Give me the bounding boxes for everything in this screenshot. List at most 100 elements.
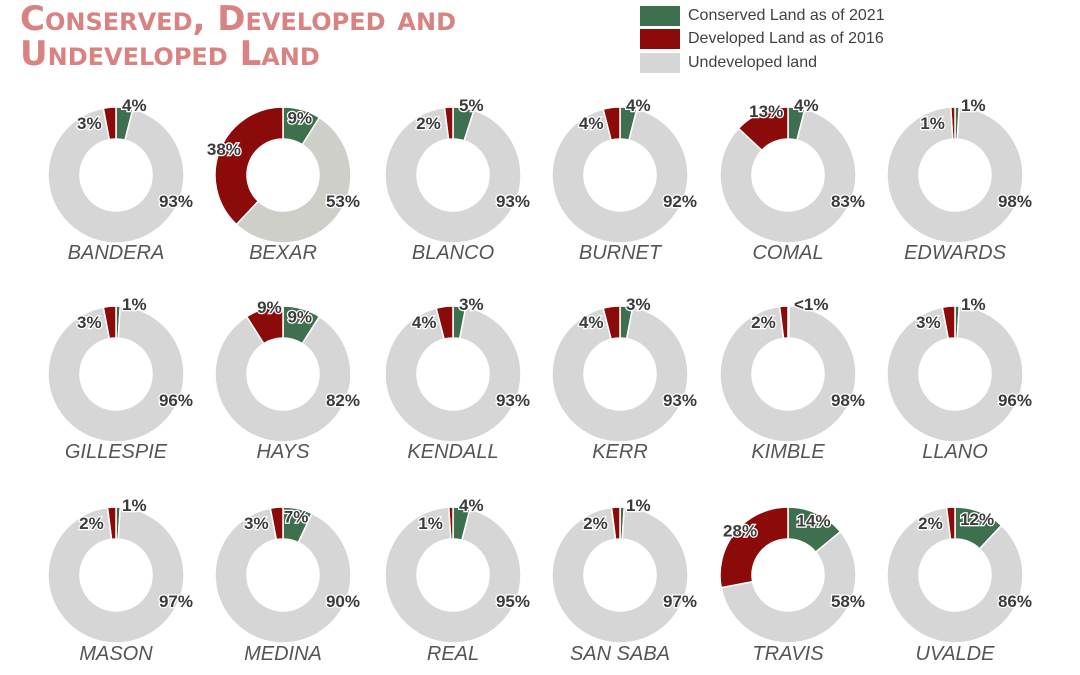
slice-real-undeveloped (384, 506, 522, 644)
data-label-san-saba-developed: 2% (583, 514, 608, 533)
data-label-burnet-undeveloped: 92% (663, 192, 697, 211)
legend-swatch-conserved (640, 5, 680, 26)
data-label-medina-conserved: 7% (284, 507, 309, 526)
data-label-edwards-conserved: 1% (961, 96, 986, 115)
data-label-kimble-undeveloped: 98% (831, 391, 865, 410)
county-label-comal: COMAL (752, 242, 823, 264)
title-line-2: Undeveloped Land (20, 34, 320, 74)
data-label-real-conserved: 4% (459, 496, 484, 515)
data-label-kendall-undeveloped: 93% (496, 391, 530, 410)
data-label-edwards-undeveloped: 98% (998, 192, 1032, 211)
legend-item-undeveloped: Undeveloped land (640, 51, 885, 75)
legend-item-conserved: Conserved Land as of 2021 (640, 4, 885, 28)
data-label-medina-undeveloped: 90% (326, 592, 360, 611)
county-label-blanco: BLANCO (412, 242, 494, 264)
data-label-kendall-conserved: 3% (459, 295, 484, 314)
slice-kendall-developed (435, 305, 454, 341)
data-label-travis-conserved: 14% (797, 512, 831, 531)
county-label-kimble: KIMBLE (751, 441, 825, 463)
data-label-edwards-developed: 1% (920, 114, 945, 133)
data-label-bandera-undeveloped: 93% (159, 192, 193, 211)
slice-hays-undeveloped (214, 315, 352, 443)
county-label-bandera: BANDERA (68, 242, 165, 264)
data-label-mason-developed: 2% (79, 514, 104, 533)
slice-travis-undeveloped (720, 530, 857, 644)
legend: Conserved Land as of 2021 Developed Land… (640, 4, 885, 75)
county-label-hays: HAYS (257, 441, 311, 463)
slice-burnet-developed (602, 106, 621, 142)
data-label-medina-developed: 3% (244, 514, 269, 533)
slice-gillespie-undeveloped (47, 305, 185, 443)
slice-kerr-developed (602, 305, 621, 341)
county-label-real: REAL (427, 643, 479, 665)
data-label-llano-conserved: 1% (961, 295, 986, 314)
slice-comal-undeveloped (719, 108, 857, 244)
county-label-kerr: KERR (592, 441, 648, 463)
county-label-burnet: BURNET (579, 242, 663, 264)
data-label-kendall-developed: 4% (412, 313, 437, 332)
data-label-san-saba-undeveloped: 97% (663, 592, 697, 611)
data-label-uvalde-undeveloped: 86% (998, 592, 1032, 611)
county-label-travis: TRAVIS (752, 643, 824, 665)
data-label-bexar-conserved: 9% (287, 108, 312, 127)
data-label-comal-developed: 13% (749, 102, 783, 121)
slice-san-saba-undeveloped (551, 506, 689, 644)
legend-label-developed: Developed Land as of 2016 (688, 30, 884, 48)
data-label-uvalde-conserved: 12% (960, 510, 994, 529)
slice-bexar-developed (214, 106, 284, 226)
legend-label-conserved: Conserved Land as of 2021 (688, 6, 885, 24)
data-label-uvalde-developed: 2% (918, 514, 943, 533)
data-label-bandera-developed: 3% (77, 114, 102, 133)
page-title: Conserved, Developed and Undeveloped Lan… (20, 2, 456, 72)
legend-swatch-developed (640, 29, 680, 50)
data-label-kerr-undeveloped: 93% (663, 391, 697, 410)
data-label-travis-undeveloped: 58% (831, 592, 865, 611)
slice-hays-developed (245, 305, 284, 345)
county-label-uvalde: UVALDE (916, 643, 996, 665)
slice-llano-undeveloped (886, 305, 1024, 443)
county-label-llano: LLANO (922, 441, 988, 463)
data-label-travis-developed: 28% (723, 521, 757, 540)
county-label-gillespie: GILLESPIE (65, 441, 168, 463)
county-label-mason: MASON (79, 643, 153, 665)
data-label-blanco-conserved: 5% (459, 96, 484, 115)
data-label-kimble-developed: 2% (751, 313, 776, 332)
data-label-kerr-developed: 4% (579, 313, 604, 332)
data-label-mason-conserved: 1% (122, 496, 147, 515)
data-label-llano-developed: 3% (916, 313, 941, 332)
data-label-llano-undeveloped: 96% (998, 391, 1032, 410)
legend-label-undeveloped: Undeveloped land (688, 53, 817, 71)
data-label-gillespie-developed: 3% (77, 313, 102, 332)
data-label-hays-conserved: 9% (287, 307, 312, 326)
data-label-blanco-undeveloped: 93% (496, 192, 530, 211)
data-label-mason-undeveloped: 97% (159, 592, 193, 611)
slice-kendall-undeveloped (384, 306, 522, 443)
slice-uvalde-undeveloped (886, 506, 1024, 644)
data-label-hays-undeveloped: 82% (326, 391, 360, 410)
data-label-gillespie-undeveloped: 96% (159, 391, 193, 410)
data-label-gillespie-conserved: 1% (122, 295, 147, 314)
county-label-edwards: EDWARDS (904, 242, 1007, 264)
legend-item-developed: Developed Land as of 2016 (640, 28, 885, 52)
slice-bandera-undeveloped (47, 107, 185, 244)
data-label-kimble-conserved: <1% (794, 295, 829, 314)
slice-mason-undeveloped (47, 506, 185, 644)
slice-bexar-undeveloped (235, 116, 352, 244)
data-label-comal-undeveloped: 83% (831, 192, 865, 211)
data-label-hays-developed: 9% (257, 298, 282, 317)
data-label-san-saba-conserved: 1% (626, 496, 651, 515)
data-label-burnet-conserved: 4% (626, 96, 651, 115)
slice-kerr-undeveloped (551, 306, 689, 443)
data-label-blanco-developed: 2% (416, 114, 441, 133)
slice-travis-developed (719, 506, 789, 589)
slice-blanco-undeveloped (384, 106, 522, 244)
data-label-burnet-developed: 4% (579, 114, 604, 133)
data-label-kerr-conserved: 3% (626, 295, 651, 314)
slice-burnet-undeveloped (551, 108, 689, 244)
legend-swatch-undeveloped (640, 52, 680, 73)
data-label-bexar-undeveloped: 53% (326, 192, 360, 211)
data-label-bexar-developed: 38% (207, 140, 241, 159)
slice-edwards-undeveloped (886, 106, 1024, 244)
slice-medina-undeveloped (214, 507, 352, 644)
